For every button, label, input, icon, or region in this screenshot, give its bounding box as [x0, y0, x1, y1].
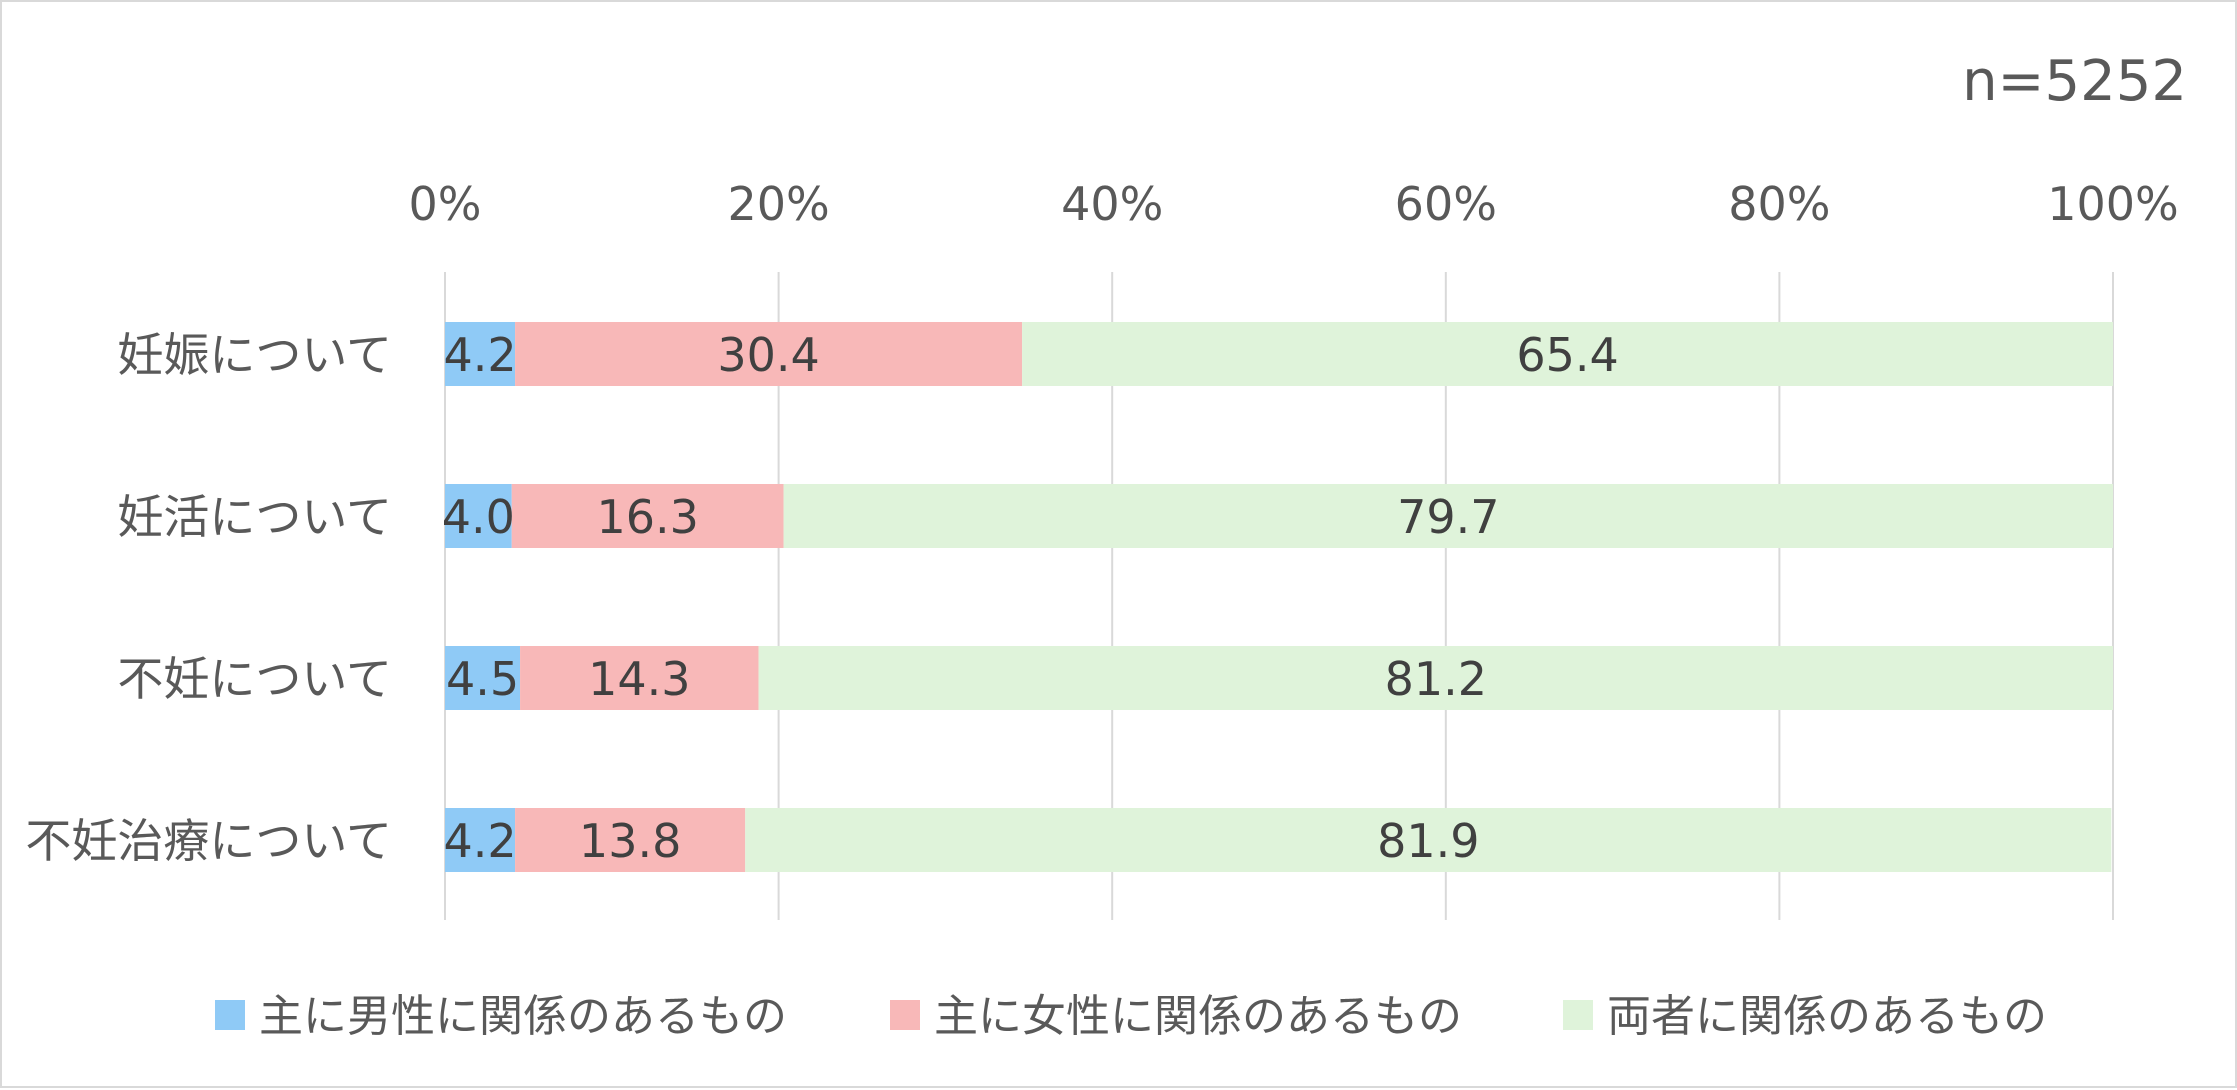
data-label: 81.9: [1377, 814, 1479, 868]
data-label: 13.8: [579, 814, 681, 868]
category-label: 不妊について: [117, 652, 392, 706]
data-label: 81.2: [1385, 652, 1487, 706]
legend-label: 主に男性に関係のあるもの: [259, 991, 787, 1042]
category-label: 不妊治療について: [25, 814, 392, 868]
x-tick-label: 40%: [1061, 177, 1163, 231]
bar-segment: [1022, 322, 2114, 386]
bar-segment: [445, 808, 516, 872]
bar-segment: [515, 322, 1023, 386]
data-label: 4.5: [446, 652, 519, 706]
data-label: 16.3: [596, 490, 698, 544]
data-label: 4.2: [443, 814, 516, 868]
bar-segment: [445, 484, 512, 548]
legend-swatch: [890, 1000, 920, 1030]
x-tick-label: 20%: [727, 177, 829, 231]
bar-segment: [520, 646, 759, 710]
legend-label: 両者に関係のあるもの: [1607, 991, 2047, 1042]
x-tick-label: 80%: [1728, 177, 1830, 231]
legend-swatch: [1563, 1000, 1593, 1030]
bar-segment: [511, 484, 784, 548]
legend-label: 主に女性に関係のあるもの: [934, 991, 1462, 1042]
legend: 主に男性に関係のあるもの 主に女性に関係のあるもの 両者に関係のあるもの: [215, 991, 2047, 1042]
data-label: 4.2: [443, 328, 516, 382]
x-tick-label: 0%: [409, 177, 482, 231]
bar-segment: [783, 484, 2113, 548]
bar-segment: [515, 808, 746, 872]
bar-segment: [445, 646, 521, 710]
bar-segment: [745, 808, 2112, 872]
category-label: 妊娠について: [117, 328, 392, 382]
x-axis: 0% 20% 40% 60% 80% 100%: [409, 177, 2179, 231]
data-label: 30.4: [717, 328, 819, 382]
data-label: 79.7: [1397, 490, 1499, 544]
legend-swatch: [215, 1000, 245, 1030]
data-labels: 4.2 30.4 65.4 4.0 16.3 79.7 4.5 14.3 81.2 4.2 13.8…: [442, 328, 1619, 868]
bars: [445, 322, 2114, 872]
bar-segment: [758, 646, 2113, 710]
data-label: 4.0: [442, 490, 515, 544]
bar-segment: [445, 322, 516, 386]
x-tick-label: 100%: [2047, 177, 2179, 231]
data-label: 65.4: [1516, 328, 1618, 382]
sample-size-note: n=5252: [1962, 49, 2187, 114]
x-tick-label: 60%: [1395, 177, 1497, 231]
category-label: 妊活について: [117, 490, 392, 544]
data-label: 14.3: [588, 652, 690, 706]
